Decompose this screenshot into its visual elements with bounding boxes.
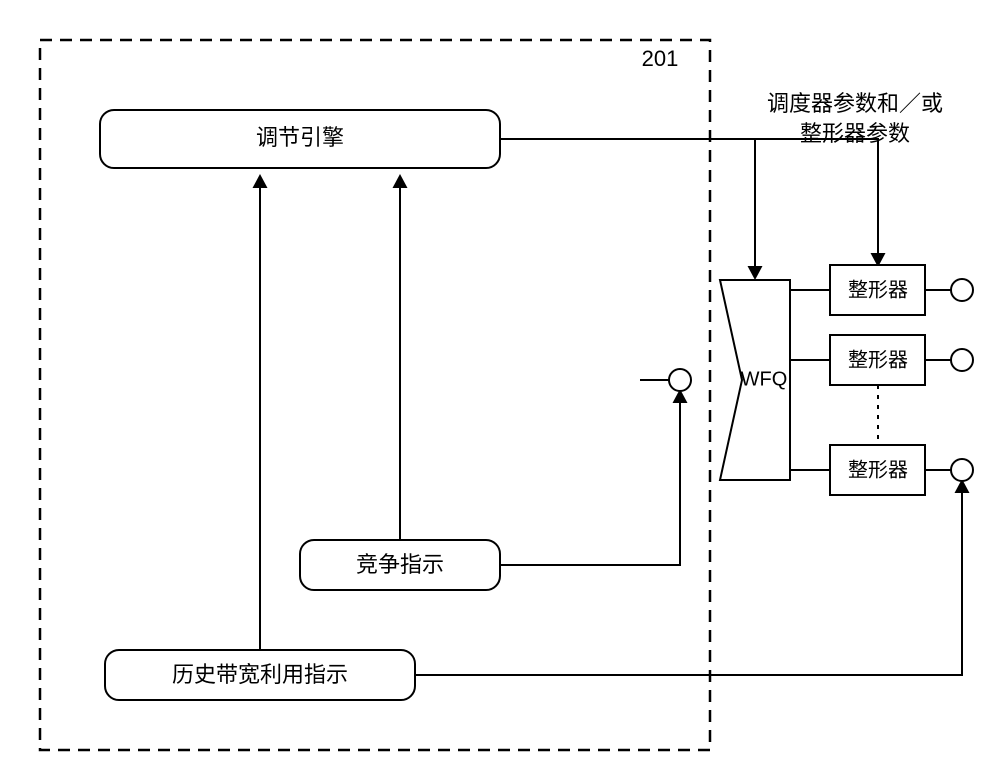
contend-label: 竞争指示	[356, 552, 444, 577]
edge-contend-to-wfqin	[500, 391, 680, 565]
node-shaper-2: 整形器	[830, 335, 925, 385]
node-wfq: WFQ	[720, 280, 790, 480]
annotation-line-2: 整形器参数	[800, 121, 910, 146]
node-shaper-3: 整形器	[830, 445, 925, 495]
port-sh1-out	[951, 279, 973, 301]
annotation-line-1: 调度器参数和／或	[767, 91, 943, 116]
engine-label: 调节引擎	[256, 125, 344, 150]
node-shaper-1: 整形器	[830, 265, 925, 315]
node-contend: 竞争指示	[300, 540, 500, 590]
diagram-canvas: 201 调节引擎 竞争指示 历史带宽利用指示 WFQ 整形器 整形器 整形器 调…	[0, 0, 1000, 777]
wfq-label: WFQ	[741, 368, 788, 390]
arrowhead-split-to-wfq	[748, 266, 763, 280]
node-history: 历史带宽利用指示	[105, 650, 415, 700]
arrowhead-contend-to-engine	[393, 174, 408, 188]
node-engine: 调节引擎	[100, 110, 500, 168]
shaper1-label: 整形器	[848, 278, 908, 301]
shaper2-label: 整形器	[848, 348, 908, 371]
port-wfq-in	[669, 369, 691, 391]
port-sh3-out	[951, 459, 973, 481]
edge-split-to-sh1	[755, 139, 878, 265]
port-sh2-out	[951, 349, 973, 371]
edges	[253, 139, 970, 675]
shaper3-label: 整形器	[848, 458, 908, 481]
enclosing-box-label: 201	[642, 46, 679, 71]
arrowhead-history-to-engine	[253, 174, 268, 188]
history-label: 历史带宽利用指示	[172, 662, 348, 687]
